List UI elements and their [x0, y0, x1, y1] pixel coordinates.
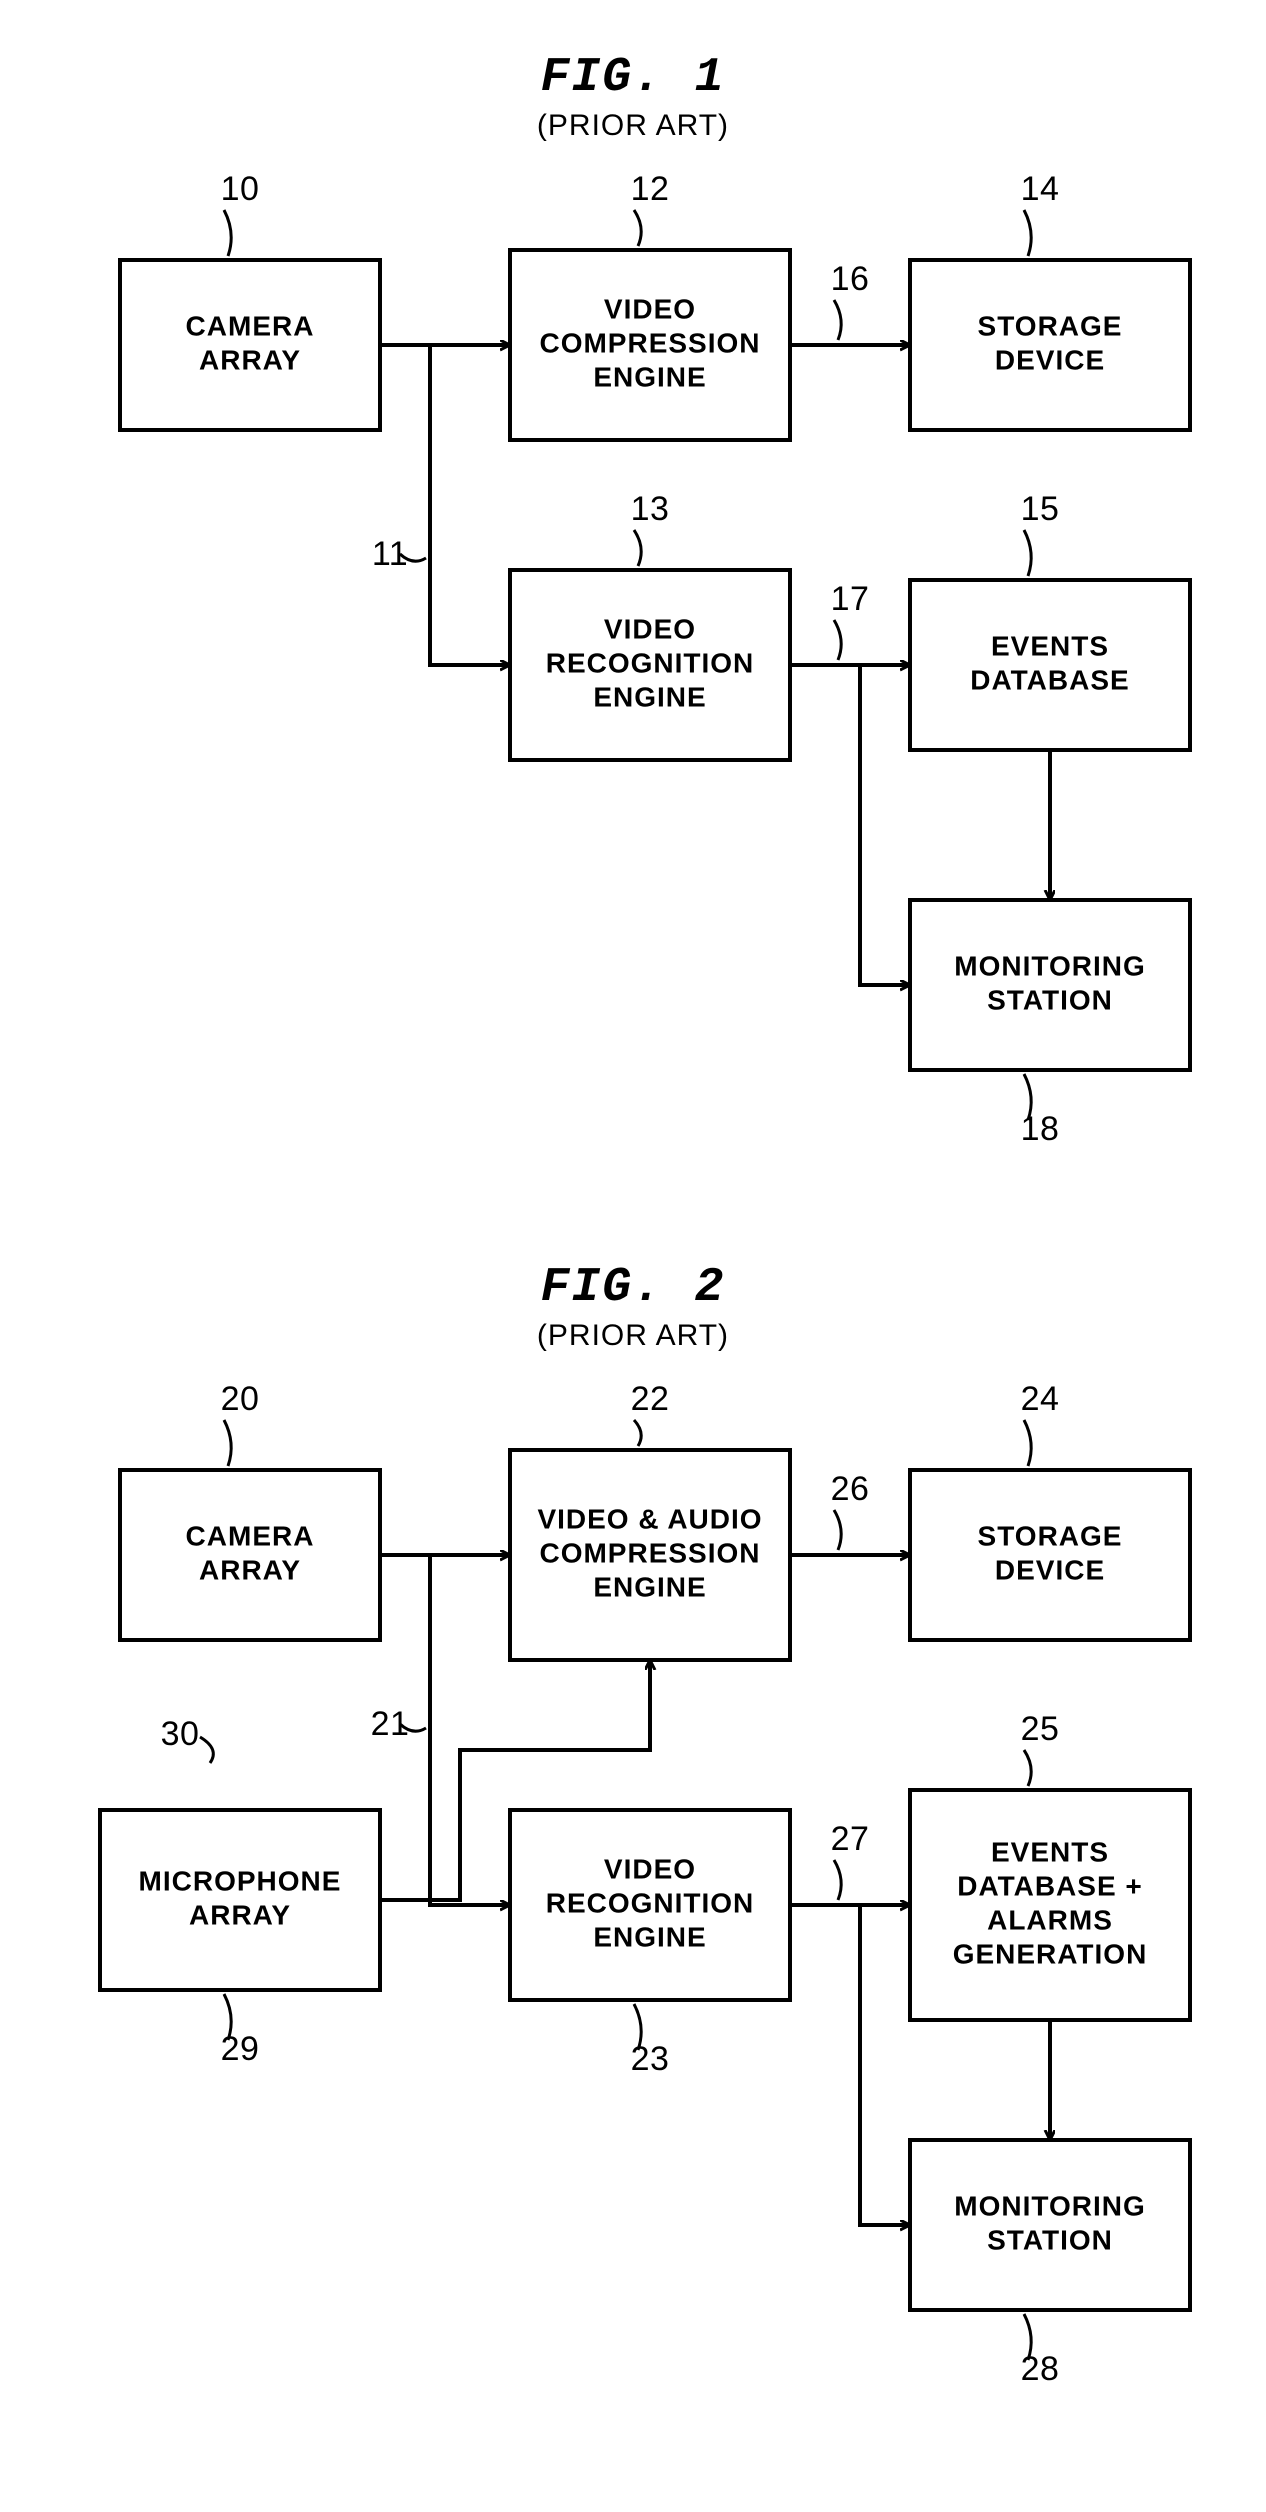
ref-label: 20 — [221, 1380, 260, 1418]
edge — [430, 345, 510, 665]
ref-label: 23 — [631, 2040, 670, 2078]
block-label: MICROPHONE — [139, 1865, 342, 1896]
block-label: CAMERA — [186, 1520, 315, 1551]
block-label: DATABASE — [970, 664, 1129, 695]
ref-label: 22 — [631, 1380, 670, 1418]
ref-label: 28 — [1021, 2350, 1060, 2388]
block-label: ENGINE — [593, 1571, 706, 1602]
ref-label: 13 — [631, 490, 670, 528]
block-label: RECOGNITION — [546, 647, 755, 678]
block-label: STORAGE — [978, 1520, 1123, 1551]
figure-subtitle: (PRIOR ART) — [537, 1319, 729, 1352]
ref-label: 15 — [1021, 490, 1060, 528]
block-label: ENGINE — [593, 1921, 706, 1952]
block-label: CAMERA — [186, 310, 315, 341]
block-label: MONITORING — [954, 950, 1145, 981]
ref-label: 14 — [1021, 170, 1060, 208]
edge — [430, 1555, 510, 1905]
ref-label: 16 — [831, 260, 870, 298]
edge — [860, 665, 910, 985]
ref-label: 24 — [1021, 1380, 1060, 1418]
ref-label: 21 — [371, 1705, 410, 1743]
block-label: DATABASE + — [957, 1870, 1143, 1901]
block-label: DEVICE — [995, 1554, 1105, 1585]
block-label: ENGINE — [593, 361, 706, 392]
block-label: ARRAY — [199, 1554, 301, 1585]
ref-label: 30 — [161, 1715, 200, 1753]
block-label: VIDEO — [604, 293, 696, 324]
ref-label: 18 — [1021, 1110, 1060, 1148]
ref-label: 25 — [1021, 1710, 1060, 1748]
figure-title: FIG. 2 — [541, 1261, 726, 1315]
block-label: EVENTS — [991, 630, 1109, 661]
block-label: DEVICE — [995, 344, 1105, 375]
block-label: ARRAY — [199, 344, 301, 375]
block-label: ARRAY — [189, 1899, 291, 1930]
diagram-canvas: FIG. 1(PRIOR ART)161117CAMERAARRAY10VIDE… — [0, 0, 1266, 2512]
figure-subtitle: (PRIOR ART) — [537, 109, 729, 142]
block-label: ALARMS — [987, 1904, 1113, 1935]
ref-label: 17 — [831, 580, 870, 618]
ref-label: 26 — [831, 1470, 870, 1508]
block-label: STORAGE — [978, 310, 1123, 341]
figure-title: FIG. 1 — [541, 51, 726, 105]
block-label: COMPRESSION — [539, 327, 760, 358]
block-label: COMPRESSION — [539, 1537, 760, 1568]
block-label: VIDEO & AUDIO — [537, 1503, 762, 1534]
block-label: EVENTS — [991, 1836, 1109, 1867]
edge — [860, 1905, 910, 2225]
ref-label: 29 — [221, 2030, 260, 2068]
block-label: RECOGNITION — [546, 1887, 755, 1918]
block-label: MONITORING — [954, 2190, 1145, 2221]
ref-label: 11 — [372, 535, 408, 573]
ref-label: 12 — [631, 170, 670, 208]
block-label: STATION — [987, 2224, 1113, 2255]
block-label: ENGINE — [593, 681, 706, 712]
ref-label: 27 — [831, 1820, 870, 1858]
block-label: STATION — [987, 984, 1113, 1015]
block-label: VIDEO — [604, 613, 696, 644]
block-label: GENERATION — [953, 1938, 1148, 1969]
ref-label: 10 — [221, 170, 260, 208]
block-label: VIDEO — [604, 1853, 696, 1884]
